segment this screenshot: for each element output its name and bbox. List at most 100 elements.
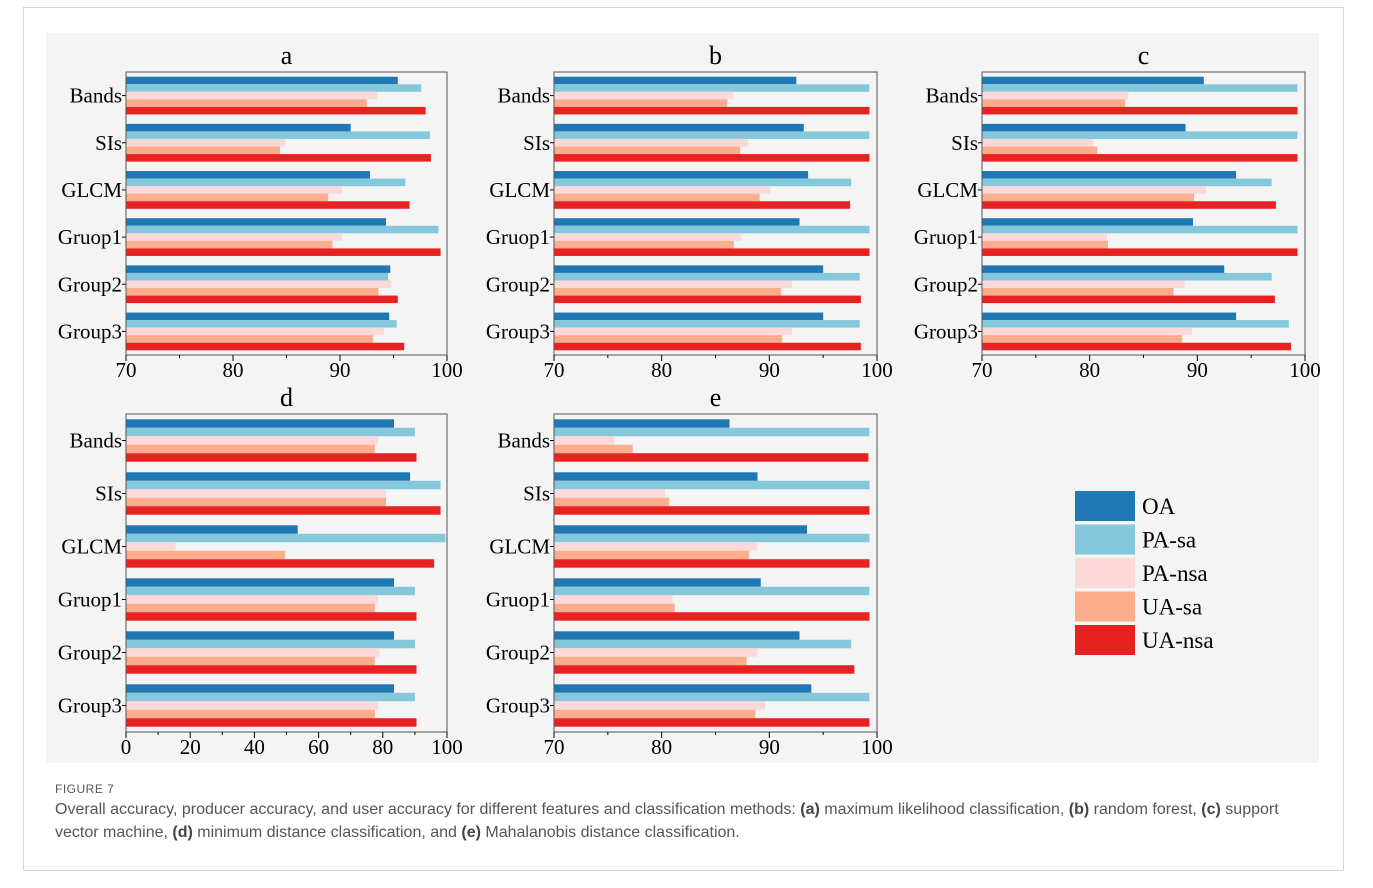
bar-pa-nsa-bands bbox=[554, 91, 733, 100]
x-tick-label: 100 bbox=[861, 735, 893, 759]
bar-pa-nsa-glcm bbox=[126, 542, 176, 551]
bar-pa-sa-sis bbox=[554, 480, 870, 490]
bar-pa-nsa-group3 bbox=[126, 327, 384, 336]
category-label: Gruop1 bbox=[58, 588, 122, 612]
bar-pa-sa-sis bbox=[982, 131, 1298, 139]
bar-oa-group3 bbox=[126, 684, 395, 693]
bar-ua-sa-bands bbox=[126, 99, 367, 107]
category-label: Gruop1 bbox=[58, 225, 122, 249]
bar-ua-sa-bands bbox=[126, 444, 375, 454]
bar-oa-bands bbox=[982, 76, 1204, 85]
bar-pa-nsa-group2 bbox=[554, 648, 758, 657]
bar-ua-nsa-group3 bbox=[126, 718, 417, 727]
bar-ua-nsa-glcm bbox=[126, 559, 435, 568]
x-tick-label: 80 bbox=[651, 358, 672, 382]
bar-oa-bands bbox=[126, 419, 395, 428]
bar-pa-sa-gruop1 bbox=[554, 586, 870, 596]
bar-oa-gruop1 bbox=[126, 578, 395, 587]
bar-oa-group3 bbox=[554, 312, 824, 321]
x-tick-label: 40 bbox=[244, 735, 265, 759]
caption-text-d: minimum distance classification, and bbox=[192, 824, 462, 841]
bar-ua-sa-glcm bbox=[126, 550, 285, 560]
x-tick-label: 90 bbox=[759, 735, 780, 759]
category-label: Gruop1 bbox=[914, 225, 978, 249]
bar-oa-glcm bbox=[554, 525, 808, 534]
category-label: SIs bbox=[523, 482, 550, 506]
bar-ua-sa-sis bbox=[554, 146, 741, 155]
caption-text-a: maximum likelihood classification, bbox=[819, 801, 1069, 818]
chart-b: b Bands SIs GLCM Gruop1 Group2 Group3 70 80 90 100 bbox=[486, 41, 893, 382]
caption-tag-a: (a) bbox=[800, 801, 820, 818]
legend-swatch-pa-nsa bbox=[1075, 558, 1135, 588]
caption-intro: Overall accuracy, producer accuracy, and… bbox=[55, 801, 801, 818]
bar-pa-sa-gruop1 bbox=[126, 225, 439, 234]
category-label: Gruop1 bbox=[486, 225, 550, 249]
bar-pa-sa-group3 bbox=[126, 320, 397, 328]
category-label: SIs bbox=[951, 131, 978, 155]
bar-ua-sa-group2 bbox=[126, 288, 379, 296]
bar-ua-nsa-sis bbox=[126, 154, 431, 162]
category-label: Bands bbox=[70, 84, 123, 108]
bar-oa-glcm bbox=[982, 171, 1237, 179]
category-label: Group3 bbox=[486, 694, 550, 718]
caption-tag-e: (e) bbox=[461, 824, 481, 841]
x-tick-label: 100 bbox=[1289, 358, 1321, 382]
bar-pa-sa-group3 bbox=[554, 692, 870, 702]
category-label: Group3 bbox=[58, 694, 122, 718]
bar-pa-sa-group2 bbox=[126, 272, 389, 281]
category-label: GLCM bbox=[917, 178, 978, 202]
category-label: SIs bbox=[523, 131, 550, 155]
x-tick-label: 100 bbox=[861, 358, 893, 382]
bar-pa-nsa-group3 bbox=[126, 701, 378, 710]
bar-ua-sa-sis bbox=[554, 497, 670, 507]
bar-pa-sa-bands bbox=[126, 84, 422, 92]
bar-pa-nsa-bands bbox=[126, 91, 378, 100]
bar-pa-sa-glcm bbox=[126, 533, 446, 543]
bar-ua-nsa-group2 bbox=[126, 295, 398, 304]
category-label: GLCM bbox=[61, 178, 122, 202]
bar-oa-group3 bbox=[126, 312, 390, 321]
bar-oa-sis bbox=[982, 123, 1186, 132]
bar-oa-bands bbox=[554, 419, 730, 428]
bar-pa-sa-bands bbox=[554, 84, 870, 92]
bar-pa-sa-glcm bbox=[126, 178, 406, 187]
bar-pa-nsa-gruop1 bbox=[982, 233, 1107, 241]
x-tick-label: 0 bbox=[121, 735, 132, 759]
legend-label-pa-sa: PA-sa bbox=[1142, 528, 1196, 553]
bar-pa-sa-sis bbox=[554, 131, 870, 139]
bar-oa-gruop1 bbox=[554, 218, 800, 226]
x-tick-label: 70 bbox=[972, 358, 993, 382]
bar-ua-sa-group2 bbox=[982, 288, 1174, 296]
x-tick-label: 80 bbox=[223, 358, 244, 382]
bar-oa-group3 bbox=[982, 312, 1237, 321]
bar-ua-nsa-sis bbox=[126, 506, 441, 515]
chart-title-b: b bbox=[709, 41, 722, 70]
bar-ua-nsa-gruop1 bbox=[982, 248, 1298, 256]
caption-text-c: support vector machine, bbox=[55, 801, 1279, 841]
bar-oa-group2 bbox=[982, 265, 1225, 273]
bar-ua-nsa-gruop1 bbox=[554, 248, 870, 256]
figure-label: FIGURE 7 bbox=[55, 782, 115, 796]
bar-oa-group3 bbox=[554, 684, 812, 693]
bar-ua-nsa-group2 bbox=[554, 665, 855, 674]
bar-ua-sa-gruop1 bbox=[126, 240, 333, 249]
bar-ua-nsa-gruop1 bbox=[554, 612, 870, 621]
bar-ua-sa-sis bbox=[126, 497, 387, 507]
category-label: SIs bbox=[95, 131, 122, 155]
bar-pa-nsa-gruop1 bbox=[554, 233, 742, 241]
bar-ua-sa-group2 bbox=[554, 656, 747, 666]
bar-ua-sa-gruop1 bbox=[554, 603, 675, 613]
bar-oa-group2 bbox=[126, 265, 391, 273]
bar-pa-nsa-group2 bbox=[126, 280, 392, 289]
x-tick-label: 90 bbox=[1187, 358, 1208, 382]
bar-ua-sa-gruop1 bbox=[554, 240, 734, 249]
bar-ua-sa-group2 bbox=[126, 656, 375, 666]
category-label: Group2 bbox=[486, 272, 550, 296]
bar-ua-nsa-glcm bbox=[554, 559, 870, 568]
category-label: Bands bbox=[498, 84, 551, 108]
bar-pa-sa-group3 bbox=[554, 320, 860, 328]
category-label: Group2 bbox=[914, 272, 978, 296]
legend-label-ua-nsa: UA-nsa bbox=[1142, 628, 1214, 653]
bar-pa-nsa-group3 bbox=[554, 701, 766, 710]
bar-ua-nsa-group3 bbox=[126, 342, 405, 351]
